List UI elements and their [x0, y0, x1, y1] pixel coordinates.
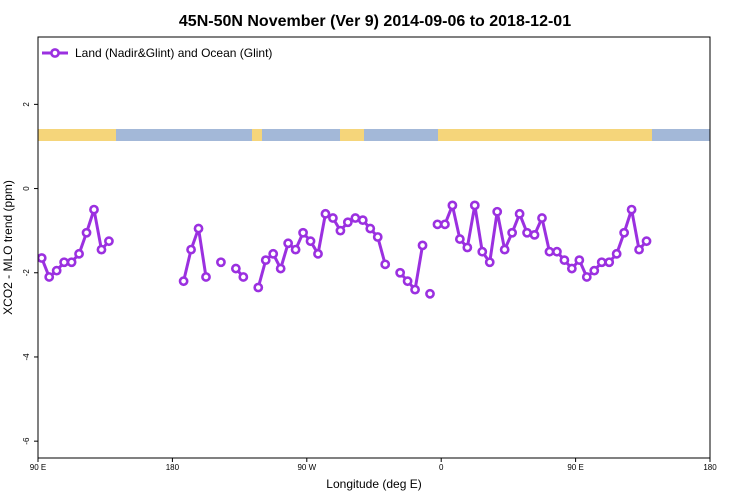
- data-point: [499, 244, 510, 255]
- data-point: [313, 248, 323, 259]
- data-point: [477, 246, 488, 257]
- data-point: [260, 255, 271, 266]
- data-point: [238, 272, 249, 282]
- data-point: [566, 263, 577, 274]
- data-point: [574, 255, 585, 266]
- data-point: [604, 257, 615, 268]
- data-point: [253, 282, 264, 293]
- x-tick-label: 0: [439, 463, 444, 472]
- data-point: [216, 257, 226, 268]
- data-point: [432, 219, 443, 230]
- x-axis-ticks: 90 E 180 90 W 0 90 E 180: [30, 458, 717, 472]
- data-point: [51, 265, 62, 276]
- data-point: [395, 267, 406, 278]
- data-point: [66, 257, 77, 268]
- data-point: [596, 257, 607, 268]
- series-line: [40, 208, 111, 279]
- x-tick-label: 90 E: [567, 463, 583, 472]
- data-point: [417, 240, 428, 251]
- data-point: [559, 255, 570, 266]
- data-point: [410, 284, 420, 295]
- data-point: [201, 272, 211, 282]
- data-point: [552, 246, 562, 257]
- data-point: [544, 246, 555, 257]
- data-point: [335, 225, 346, 236]
- data-point: [59, 257, 70, 268]
- data-point: [365, 223, 376, 234]
- data-point: [372, 232, 383, 242]
- data-point: [522, 227, 532, 238]
- x-tick-label: 180: [703, 463, 717, 472]
- data-point: [619, 227, 630, 238]
- y-tick-label: 2: [22, 102, 31, 107]
- legend-label: Land (Nadir&Glint) and Ocean (Glint): [75, 46, 272, 60]
- data-point: [320, 208, 331, 219]
- data-point: [634, 244, 644, 255]
- chart-title: 45N-50N November (Ver 9) 2014-09-06 to 2…: [179, 13, 571, 30]
- data-point: [89, 204, 99, 215]
- data-point: [44, 272, 55, 282]
- data-point: [402, 276, 413, 287]
- data-point: [492, 206, 503, 217]
- data-point: [283, 238, 294, 249]
- data-point: [290, 244, 301, 255]
- x-axis-label: Longitude (deg E): [326, 477, 421, 491]
- y-tick-label: -4: [22, 353, 31, 361]
- x-tick-label: 90 W: [297, 463, 316, 472]
- data-point: [186, 244, 196, 255]
- land-segment: [38, 129, 116, 141]
- data-point: [357, 215, 368, 226]
- data-point: [514, 208, 525, 219]
- data-point: [641, 236, 652, 247]
- data-point: [589, 265, 600, 276]
- data-point: [380, 259, 391, 270]
- y-tick-label: -2: [22, 269, 31, 277]
- data-point: [275, 263, 286, 274]
- legend: Land (Nadir&Glint) and Ocean (Glint): [42, 46, 272, 60]
- data-point: [440, 219, 450, 230]
- data-point: [469, 200, 480, 211]
- land-segment: [252, 129, 262, 141]
- data-point: [96, 244, 107, 255]
- data-point: [484, 257, 495, 268]
- data-point: [581, 272, 592, 282]
- land-segment: [340, 129, 364, 141]
- land-segment: [438, 129, 652, 141]
- data-point: [447, 200, 458, 211]
- data-point: [537, 213, 547, 223]
- data-point: [230, 263, 241, 274]
- x-tick-label: 90 E: [30, 463, 46, 472]
- data-point: [454, 234, 465, 244]
- data-point: [104, 236, 114, 247]
- series-line: [182, 227, 208, 282]
- y-tick-label: -6: [22, 437, 31, 445]
- data-point: [38, 253, 47, 263]
- data-point: [350, 213, 361, 223]
- data-point: [74, 248, 84, 259]
- data-point: [611, 248, 622, 259]
- data-point: [305, 236, 316, 247]
- land-ocean-band: [38, 129, 710, 141]
- y-tick-label: 0: [22, 186, 31, 191]
- data-point: [529, 229, 540, 240]
- data-point: [193, 223, 204, 234]
- x-tick-label: 180: [166, 463, 180, 472]
- data-point: [507, 227, 518, 238]
- data-point: [178, 276, 189, 287]
- data-point: [342, 217, 353, 228]
- data-point: [298, 227, 308, 238]
- data-point: [328, 213, 338, 223]
- series-group: [38, 200, 652, 299]
- plot-frame: [37, 36, 711, 459]
- data-point: [462, 242, 473, 253]
- legend-marker: [50, 48, 60, 58]
- y-axis-label: XCO2 - MLO trend (ppm): [1, 180, 15, 315]
- data-point: [81, 227, 92, 238]
- data-point: [425, 288, 435, 299]
- data-point: [268, 248, 279, 259]
- data-point: [626, 204, 637, 215]
- y-axis-ticks: 2 0 -2 -4 -6: [22, 102, 38, 445]
- series-line: [399, 245, 425, 292]
